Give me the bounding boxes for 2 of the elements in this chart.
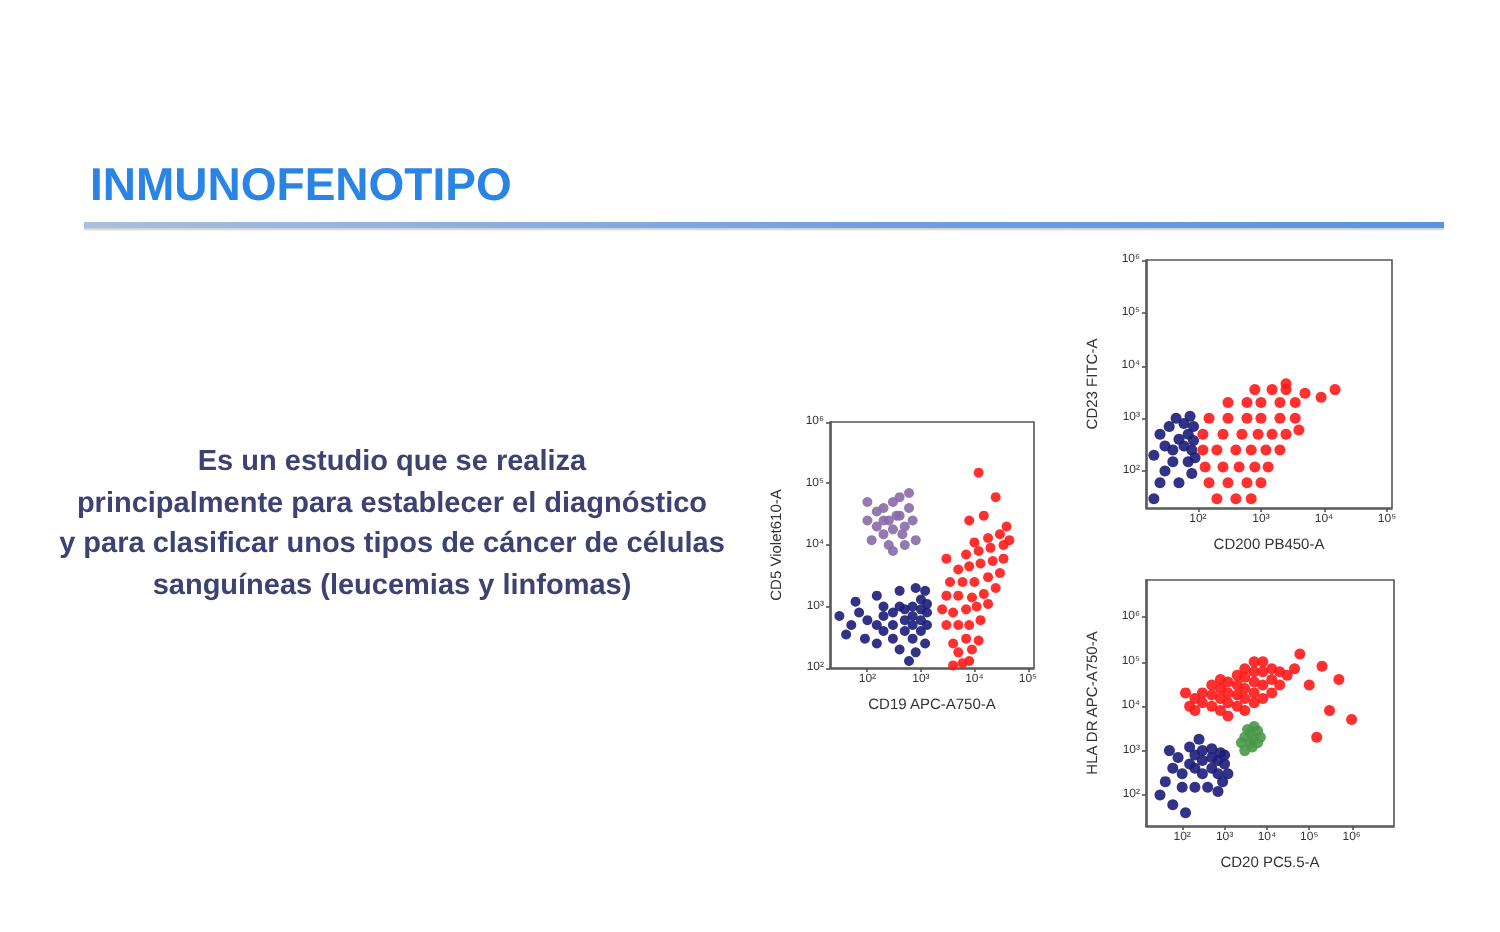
- text: INMUNOFENOTIPO: [90, 156, 512, 212]
- text: Es un estudio que se realiza principalmente para establecer el diagnóstico y para clasificar unos tipos de cáncer de células sanguíneas (leucemias y linfomas): [59, 446, 725, 601]
